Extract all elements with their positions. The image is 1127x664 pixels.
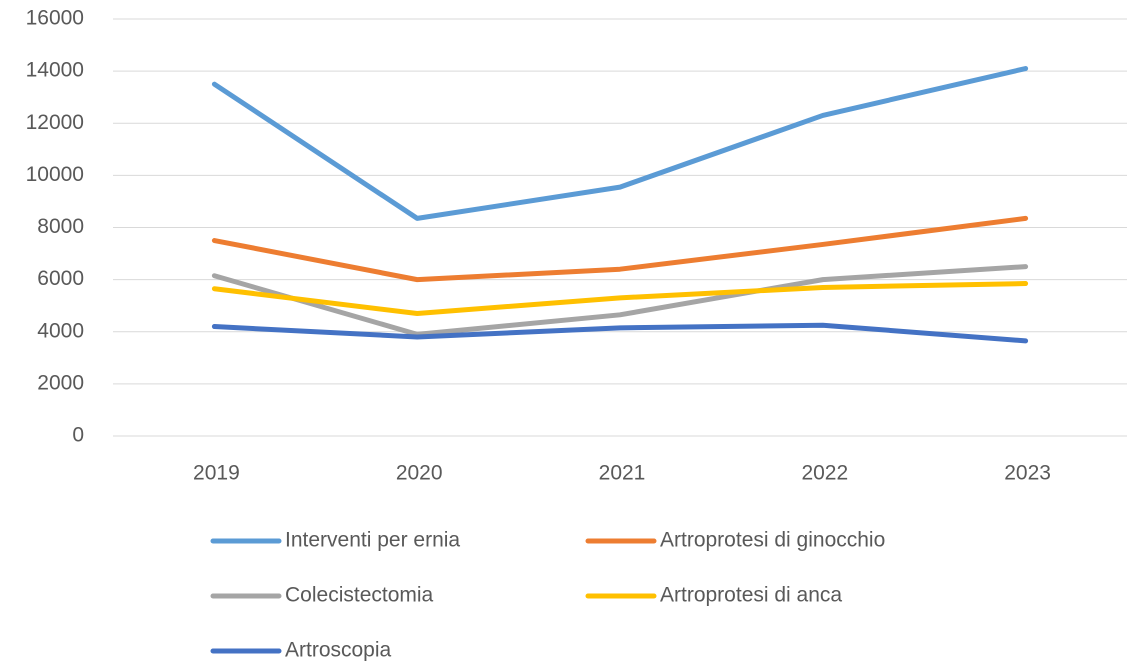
y-tick-label: 6000 <box>37 267 84 290</box>
y-tick-label: 0 <box>72 424 84 447</box>
line-series <box>211 264 1029 337</box>
line-series <box>211 322 1029 344</box>
line-series <box>211 215 1029 283</box>
y-tick-label: 12000 <box>26 111 84 134</box>
x-tick-label: 2022 <box>801 462 848 485</box>
x-tick-label: 2020 <box>396 462 443 485</box>
y-tick-label: 16000 <box>26 7 84 30</box>
y-tick-label: 10000 <box>26 163 84 186</box>
x-tick-label: 2019 <box>193 462 240 485</box>
line-series <box>211 281 1029 317</box>
legend-label: Artroscopia <box>285 639 392 662</box>
y-tick-label: 14000 <box>26 59 84 82</box>
legend-label: Artroprotesi di ginocchio <box>660 529 885 552</box>
line-series <box>211 66 1029 221</box>
legend-label: Colecistectomia <box>285 584 434 607</box>
y-tick-label: 4000 <box>37 319 84 342</box>
legend-label: Artroprotesi di anca <box>660 584 842 607</box>
legend-label: Interventi per ernia <box>285 529 460 552</box>
y-tick-label: 2000 <box>37 371 84 394</box>
x-tick-label: 2023 <box>1004 462 1051 485</box>
y-tick-label: 8000 <box>37 215 84 238</box>
x-tick-label: 2021 <box>599 462 646 485</box>
